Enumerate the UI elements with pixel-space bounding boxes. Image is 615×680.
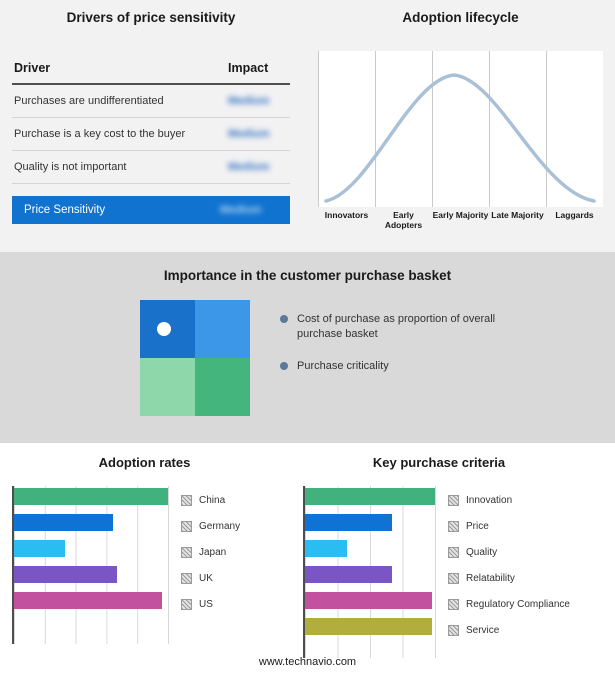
bar-relatability: [305, 566, 393, 583]
quadrant-bottom-right: [195, 358, 250, 416]
legend-item: Purchase criticality: [280, 359, 590, 374]
legend-label: Regulatory Compliance: [466, 598, 570, 610]
bar-innovation: [305, 488, 435, 505]
bar-us: [14, 592, 162, 609]
legend-item: UK: [181, 565, 240, 591]
impact-value-blurred: Medium: [228, 161, 270, 173]
legend-swatch-icon: [448, 624, 459, 636]
legend-item: Quality: [448, 539, 570, 565]
bar-germany: [14, 514, 113, 531]
bell-curve: [324, 73, 596, 203]
legend-label: UK: [199, 572, 213, 584]
website-url: www.technavio.com: [258, 656, 357, 668]
legend-item: Relatability: [448, 565, 570, 591]
legend-swatch-icon: [181, 598, 192, 610]
impact-column-header: Impact: [228, 61, 269, 75]
table-row: Purchase is a key cost to the buyer Medi…: [12, 118, 290, 151]
legend-swatch-icon: [448, 572, 459, 584]
legend-item: Japan: [181, 539, 240, 565]
legend-swatch-icon: [448, 494, 459, 506]
driver-column-header: Driver: [14, 61, 51, 75]
quadrant-bottom-left: [140, 358, 195, 416]
chart-legend: Innovation Price Quality Relatability Regula…: [448, 486, 570, 643]
adoption-lifecycle-panel: Adoption lifecycle Innovators Early Adop…: [318, 10, 603, 231]
legend-item: Innovation: [448, 487, 570, 513]
stage-label: Innovators: [324, 210, 369, 220]
impact-value-blurred: Medium: [228, 128, 270, 140]
legend-item: Regulatory Compliance: [448, 591, 570, 617]
table-row: Purchases are undifferentiated Medium: [12, 85, 290, 118]
bar-china: [14, 488, 168, 505]
legend-text: Cost of purchase as proportion of overal…: [297, 313, 496, 341]
bottom-section: Adoption rates China Germany Japan UK US Key…: [0, 443, 615, 680]
legend-swatch-icon: [181, 546, 192, 558]
price-sensitivity-row: Price Sensitivity Medium: [12, 196, 290, 224]
legend-label: Germany: [199, 520, 241, 532]
impact-value-blurred: Medium: [228, 95, 270, 107]
legend-swatch-icon: [448, 546, 459, 558]
bar-regulatory-compliance: [305, 592, 433, 609]
basket-title: Importance in the customer purchase bask…: [163, 268, 452, 283]
bar-japan: [14, 540, 65, 557]
driver-cell: Purchases are undifferentiated: [14, 95, 164, 107]
bar-plot-area: [12, 486, 169, 644]
legend-item: Service: [448, 617, 570, 643]
legend-label: US: [199, 598, 213, 610]
legend-item: Cost of purchase as proportion of overal…: [280, 312, 590, 343]
table-row: Quality is not important Medium: [12, 151, 290, 184]
bar-service: [305, 618, 433, 635]
chart-legend: China Germany Japan UK US: [181, 486, 240, 617]
legend-swatch-icon: [448, 520, 459, 532]
legend-label: China: [199, 494, 226, 506]
position-dot-icon: [157, 322, 171, 336]
stage-label: Late Majority: [491, 210, 544, 220]
legend-label: Japan: [199, 546, 227, 558]
stage-label: Laggards: [555, 210, 594, 220]
legend-label: Quality: [466, 546, 498, 558]
legend-label: Service: [466, 624, 500, 636]
legend-label: Innovation: [466, 494, 513, 506]
lifecycle-stage-labels: Innovators Early Adopters Early Majority…: [318, 210, 603, 231]
chart-title: Adoption rates: [98, 455, 191, 470]
legend-swatch-icon: [181, 520, 192, 532]
price-sensitivity-label: Price Sensitivity: [24, 204, 106, 216]
chart-title: Key purchase criteria: [372, 455, 506, 470]
driver-cell: Purchase is a key cost to the buyer: [14, 128, 186, 140]
bar-plot-area: [303, 486, 436, 658]
legend-text: Purchase criticality: [297, 359, 389, 372]
price-sensitivity-panel: Drivers of price sensitivity Driver Impa…: [12, 10, 290, 224]
legend-swatch-icon: [181, 494, 192, 506]
table-header: Driver Impact: [12, 55, 290, 85]
lifecycle-chart: [318, 51, 603, 207]
lifecycle-title: Adoption lifecycle: [402, 10, 519, 25]
stage-label: Early Adopters: [384, 210, 423, 230]
bullet-icon: [280, 315, 288, 323]
drivers-title: Drivers of price sensitivity: [66, 10, 236, 25]
bar-price: [305, 514, 393, 531]
stage-label: Early Majority: [432, 210, 489, 220]
basket-legend: Cost of purchase as proportion of overal…: [280, 312, 590, 390]
driver-cell: Quality is not important: [14, 161, 127, 173]
key-purchase-criteria-chart: Key purchase criteria Innovation Price Qua…: [303, 455, 575, 658]
legend-swatch-icon: [448, 598, 459, 610]
adoption-rates-chart: Adoption rates China Germany Japan UK US: [12, 455, 277, 644]
bar-quality: [305, 540, 347, 557]
legend-label: Price: [466, 520, 489, 532]
quadrant-top-right: [195, 300, 250, 358]
legend-item: Germany: [181, 513, 240, 539]
legend-swatch-icon: [181, 572, 192, 584]
purchase-basket-section: Importance in the customer purchase bask…: [0, 252, 615, 443]
legend-label: Relatability: [466, 572, 515, 584]
legend-item: US: [181, 591, 240, 617]
bullet-icon: [280, 361, 288, 370]
drivers-table: Driver Impact Purchases are undifferenti…: [12, 55, 290, 224]
legend-item: Price: [448, 513, 570, 539]
top-section: Drivers of price sensitivity Driver Impa…: [0, 0, 615, 252]
price-sensitivity-value-blurred: Medium: [220, 204, 262, 216]
legend-item: China: [181, 487, 240, 513]
bar-uk: [14, 566, 118, 583]
basket-quadrant: [140, 300, 250, 416]
